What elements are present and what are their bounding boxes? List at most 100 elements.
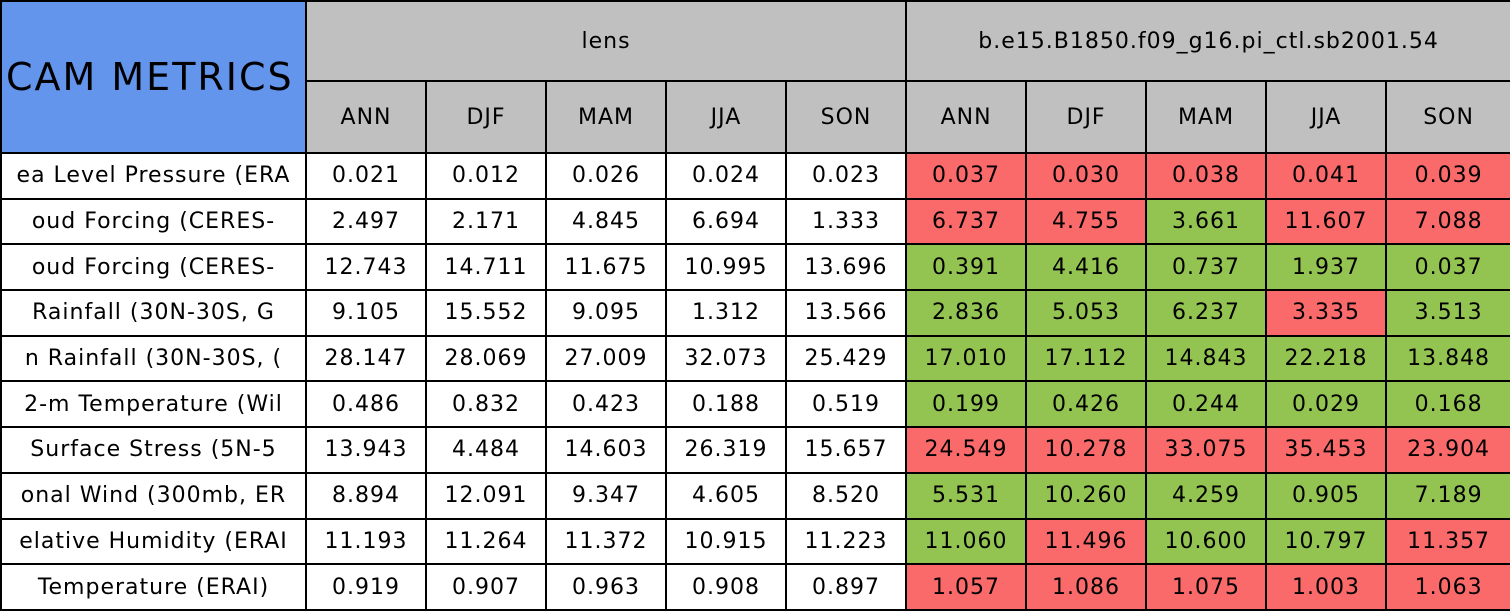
value-cell: 1.057 [905, 563, 1028, 611]
data-row: oud Forcing (CERES- 12.743 14.711 11.675 10.… [0, 243, 1510, 292]
value-cell: 0.905 [1265, 471, 1388, 520]
value-cell: 0.026 [545, 152, 667, 200]
value-cell: 0.426 [1025, 380, 1148, 429]
value-cell: 4.755 [1025, 197, 1148, 246]
value-cell: 11.357 [1385, 517, 1510, 566]
value-cell: 23.904 [1385, 426, 1510, 474]
value-cell: 0.037 [905, 152, 1028, 200]
value-cell: 0.023 [784, 152, 908, 200]
value-cell: 11.372 [545, 517, 667, 566]
row-label: Temperature (ERAI) [0, 563, 307, 611]
value-cell: 12.743 [305, 243, 427, 292]
value-cell: 0.832 [425, 380, 547, 429]
value-cell: 26.319 [665, 426, 787, 474]
value-cell: 2.836 [905, 289, 1028, 337]
value-cell: 0.423 [545, 380, 667, 429]
value-cell: 5.053 [1025, 289, 1148, 337]
season-header: ANN [905, 80, 1028, 154]
table-title: CAM METRICS [0, 0, 307, 154]
value-cell: 1.333 [784, 197, 908, 246]
value-cell: 11.193 [305, 517, 427, 566]
value-cell: 10.278 [1025, 426, 1148, 474]
data-row: elative Humidity (ERAI 11.193 11.264 11.372… [0, 517, 1510, 566]
value-cell: 10.995 [665, 243, 787, 292]
value-cell: 0.012 [425, 152, 547, 200]
value-cell: 0.030 [1025, 152, 1148, 200]
value-cell: 11.264 [425, 517, 547, 566]
value-cell: 13.943 [305, 426, 427, 474]
season-header: ANN [305, 80, 427, 154]
value-cell: 13.696 [784, 243, 908, 292]
value-cell: 1.937 [1265, 243, 1388, 292]
value-cell: 10.915 [665, 517, 787, 566]
value-cell: 0.038 [1145, 152, 1268, 200]
value-cell: 1.086 [1025, 563, 1148, 611]
row-label: n Rainfall (30N-30S, ( [0, 334, 307, 383]
value-cell: 10.600 [1145, 517, 1268, 566]
value-cell: 0.519 [784, 380, 908, 429]
group-header: b.e15.B1850.f09_g16.pi_ctl.sb2001.54 [905, 0, 1510, 82]
data-row: onal Wind (300mb, ER 8.894 12.091 9.347 4.60… [0, 471, 1510, 520]
value-cell: 11.496 [1025, 517, 1148, 566]
season-header: SON [1385, 80, 1510, 154]
value-cell: 13.566 [784, 289, 908, 337]
value-cell: 2.497 [305, 197, 427, 246]
value-cell: 1.063 [1385, 563, 1510, 611]
value-cell: 4.416 [1025, 243, 1148, 292]
value-cell: 11.675 [545, 243, 667, 292]
season-header: MAM [1145, 80, 1268, 154]
value-cell: 14.711 [425, 243, 547, 292]
value-cell: 4.845 [545, 197, 667, 246]
row-label: onal Wind (300mb, ER [0, 471, 307, 520]
data-row: ea Level Pressure (ERA 0.021 0.012 0.026 0.0… [0, 152, 1510, 200]
row-label: Rainfall (30N-30S, G [0, 289, 307, 337]
value-cell: 4.605 [665, 471, 787, 520]
table-body: ea Level Pressure (ERA 0.021 0.012 0.026 0.0… [0, 152, 1510, 611]
value-cell: 22.218 [1265, 334, 1388, 383]
value-cell: 0.907 [425, 563, 547, 611]
value-cell: 6.694 [665, 197, 787, 246]
row-label: oud Forcing (CERES- [0, 197, 307, 246]
data-row: n Rainfall (30N-30S, (28.147 28.069 27.009… [0, 334, 1510, 383]
value-cell: 0.919 [305, 563, 427, 611]
season-header: JJA [665, 80, 787, 154]
value-cell: 32.073 [665, 334, 787, 383]
value-cell: 6.237 [1145, 289, 1268, 337]
value-cell: 25.429 [784, 334, 908, 383]
value-cell: 4.259 [1145, 471, 1268, 520]
value-cell: 0.039 [1385, 152, 1510, 200]
row-label: ea Level Pressure (ERA [0, 152, 307, 200]
data-row: Temperature (ERAI) 0.919 0.907 0.963 0.908 0.… [0, 563, 1510, 611]
value-cell: 11.607 [1265, 197, 1388, 246]
value-cell: 14.603 [545, 426, 667, 474]
season-header: DJF [425, 80, 547, 154]
value-cell: 4.484 [425, 426, 547, 474]
value-cell: 3.513 [1385, 289, 1510, 337]
value-cell: 0.037 [1385, 243, 1510, 292]
value-cell: 28.069 [425, 334, 547, 383]
value-cell: 10.260 [1025, 471, 1148, 520]
value-cell: 0.188 [665, 380, 787, 429]
data-row: 2-m Temperature (Wil 0.486 0.832 0.423 0.188… [0, 380, 1510, 429]
value-cell: 14.843 [1145, 334, 1268, 383]
season-header: DJF [1025, 80, 1148, 154]
value-cell: 13.848 [1385, 334, 1510, 383]
value-cell: 1.003 [1265, 563, 1388, 611]
season-header: JJA [1265, 80, 1388, 154]
value-cell: 0.737 [1145, 243, 1268, 292]
header-row: ANN DJF MAM JJA SON ANN DJF MAM JJA SON [1, 80, 1510, 154]
season-header: SON [784, 80, 908, 154]
row-label: Surface Stress (5N-5 [0, 426, 307, 474]
value-cell: 0.168 [1385, 380, 1510, 429]
value-cell: 0.029 [1265, 380, 1388, 429]
table-header: CAM METRICS lens b.e15.B1850.f09_g16.pi_ct… [0, 0, 1510, 154]
value-cell: 15.657 [784, 426, 908, 474]
value-cell: 0.908 [665, 563, 787, 611]
value-cell: 0.963 [545, 563, 667, 611]
value-cell: 33.075 [1145, 426, 1268, 474]
group-header: lens [304, 0, 908, 82]
value-cell: 0.024 [665, 152, 787, 200]
value-cell: 10.797 [1265, 517, 1388, 566]
